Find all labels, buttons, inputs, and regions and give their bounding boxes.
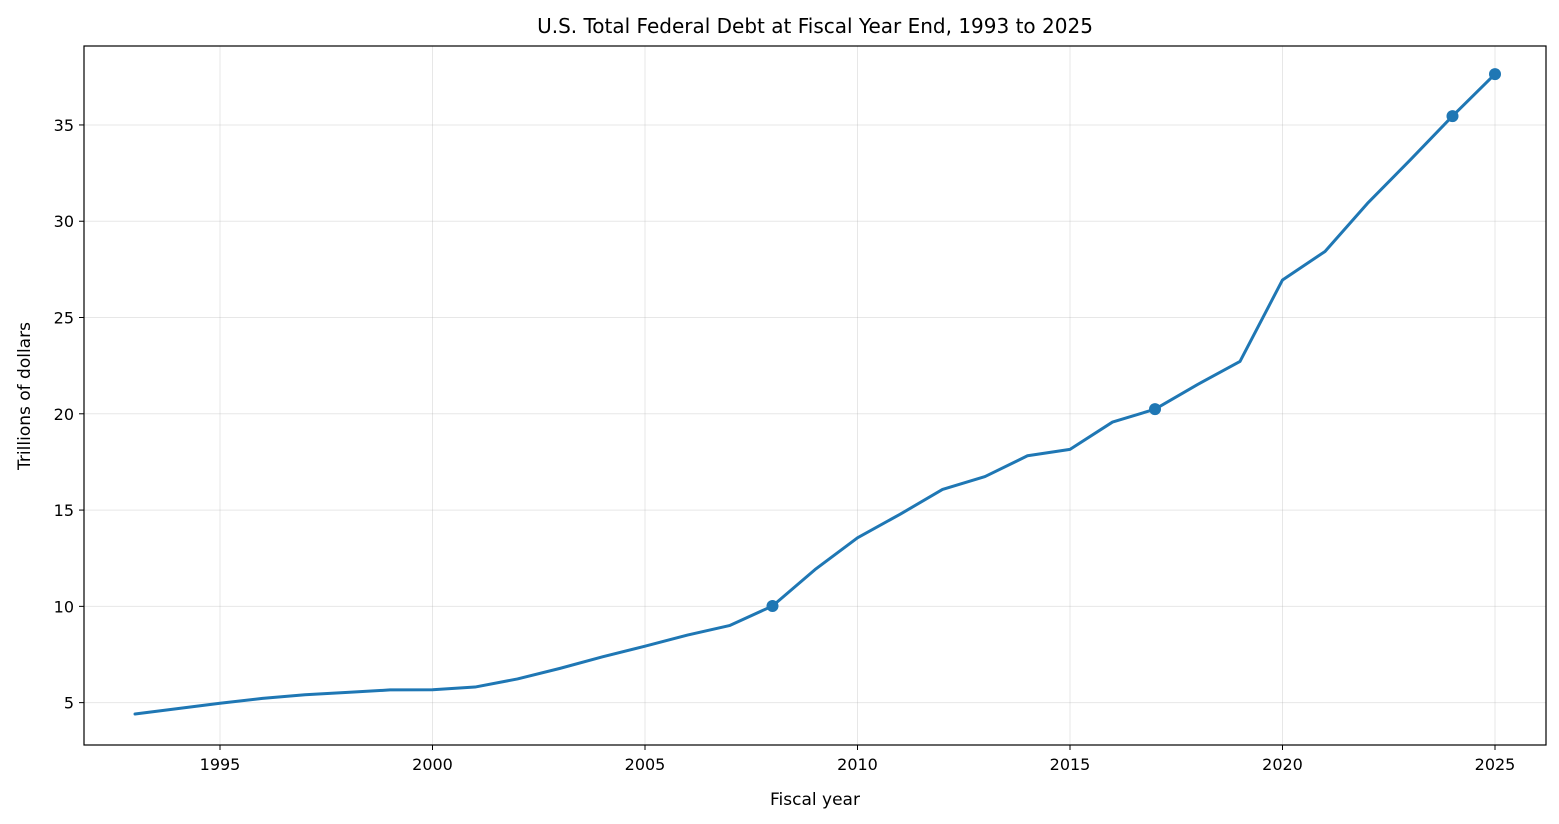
x-tick-label: 2005: [625, 755, 666, 774]
y-tick-label: 5: [64, 694, 74, 713]
x-axis-label: Fiscal year: [770, 790, 860, 810]
x-axis: 1995 2000 2005 2010 2015 2020 2025: [200, 745, 1516, 774]
y-axis: 5 10 15 20 25 30 35: [54, 116, 84, 713]
highlight-point: [1446, 110, 1459, 123]
y-tick-label: 15: [54, 501, 74, 520]
x-tick-label: 2025: [1475, 755, 1516, 774]
chart-title: U.S. Total Federal Debt at Fiscal Year E…: [537, 14, 1093, 38]
y-axis-label: Trillions of dollars: [15, 322, 35, 471]
y-tick-label: 10: [54, 597, 74, 616]
grid: [84, 46, 1546, 745]
plot-frame: [83, 45, 1547, 746]
x-tick-label: 2015: [1050, 755, 1091, 774]
x-tick-label: 2020: [1262, 755, 1303, 774]
x-tick-label: 2000: [412, 755, 453, 774]
highlight-point: [1149, 403, 1161, 416]
highlight-point: [1489, 68, 1501, 81]
y-tick-label: 25: [54, 309, 74, 328]
y-tick-label: 20: [54, 405, 74, 424]
highlight-point: [766, 599, 779, 612]
debt-series-line: [133, 72, 1497, 716]
y-tick-label: 30: [54, 212, 74, 231]
x-tick-label: 1995: [200, 755, 241, 774]
series-layer: [133, 72, 1497, 716]
highlight-markers: [766, 68, 1501, 612]
x-tick-label: 2010: [837, 755, 878, 774]
y-tick-label: 35: [54, 116, 74, 135]
